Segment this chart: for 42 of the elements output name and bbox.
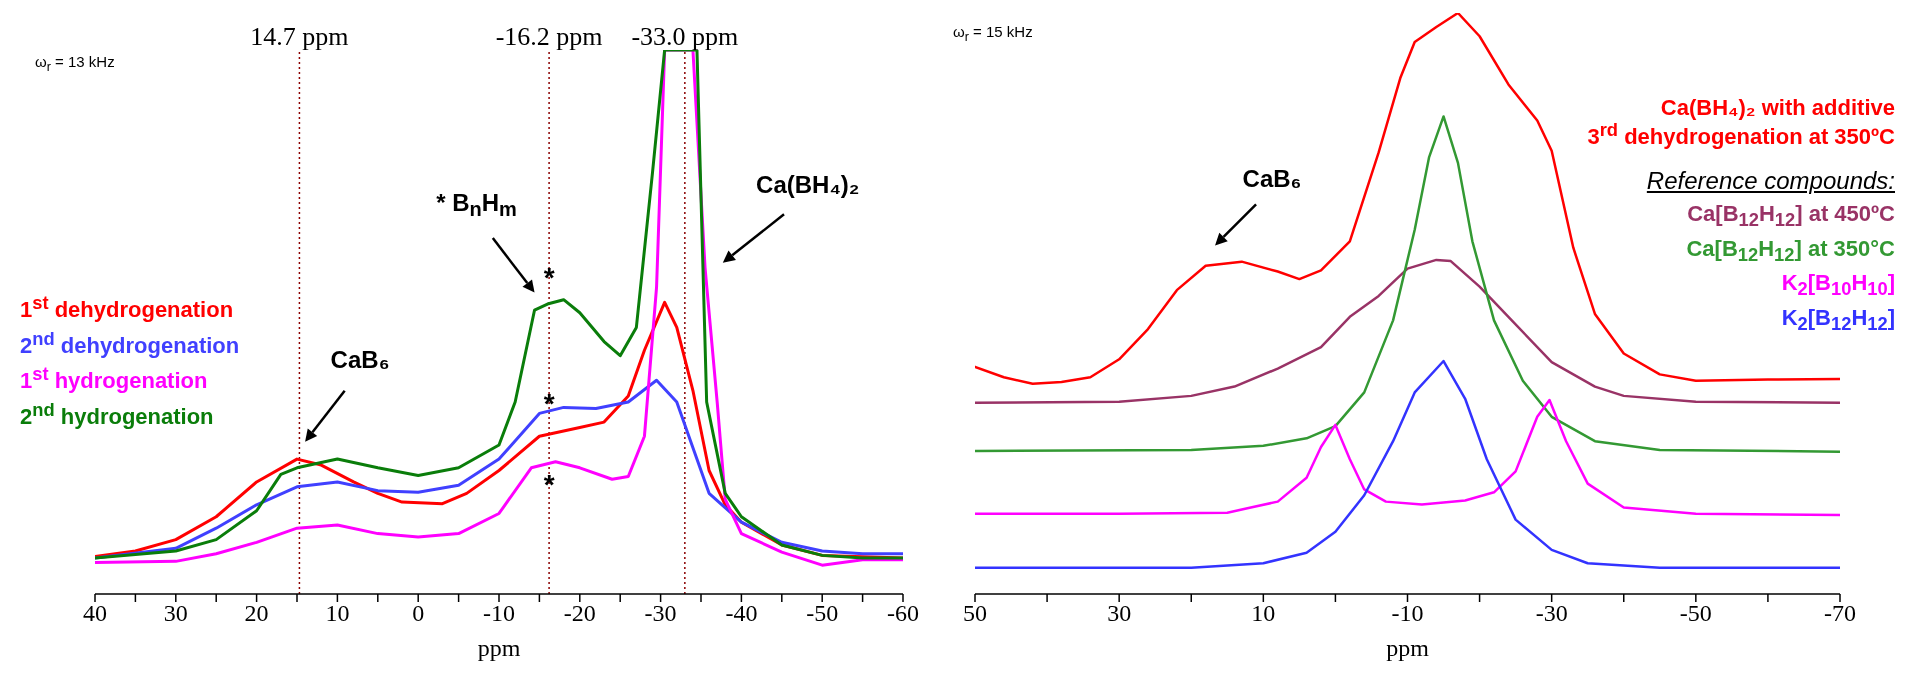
text: Ca[B$_{12}$H$_{12}$] at 350°C — [1685, 235, 1895, 266]
x-tick-label: -70 — [1824, 600, 1856, 627]
x-tick-label: -10 — [483, 600, 515, 627]
annotation: * B$_{n}$H$_{m}$ — [436, 188, 517, 222]
x-tick-label: 30 — [1107, 600, 1132, 627]
annotation: CaB₆ — [1242, 165, 1302, 194]
x-tick-label: -30 — [1535, 600, 1568, 627]
x-axis-title: ppm — [477, 635, 521, 661]
annotation: ω$_{r}$ = 13 kHz — [35, 53, 115, 74]
x-tick-label: -30 — [644, 600, 677, 627]
text: 1$^{st}$ dehydrogenation — [20, 292, 235, 323]
text: K$_{2}$[B$_{10}$H$_{10}$] — [1780, 270, 1895, 300]
text: 2$^{nd}$ dehydrogenation — [20, 327, 240, 359]
x-tick-label: 0 — [412, 600, 425, 627]
x-tick-label: -20 — [563, 600, 596, 627]
text: K$_{2}$[B$_{12}$H$_{12}$] — [1780, 304, 1895, 335]
text: 1$^{st}$ hydrogenation — [20, 363, 209, 394]
text: 2$^{nd}$ hydrogenation — [20, 398, 215, 430]
ref-line-label: -16.2 ppm — [495, 22, 603, 51]
x-tick-label: 10 — [325, 600, 350, 627]
x-tick-label: -40 — [725, 600, 758, 627]
annotation: * — [543, 387, 555, 420]
x-tick-label: -50 — [1679, 600, 1712, 627]
x-tick-label: -50 — [806, 600, 839, 627]
x-tick-label: 50 — [963, 600, 987, 627]
text: Ca[B$_{12}$H$_{12}$] at 450ºC — [1686, 201, 1895, 231]
annotation: Reference compounds: — [1645, 166, 1895, 195]
ref-line-label: 14.7 ppm — [250, 22, 349, 51]
x-tick-label: 30 — [163, 600, 188, 627]
x-tick-label: 20 — [244, 600, 269, 627]
text: Ca(BH₄)₂ with additive 3$^{rd}$ dehydrogenation at 350ºC — [1587, 95, 1895, 150]
x-axis-title: ppm — [1386, 635, 1430, 661]
annotation: ω$_{r}$ = 15 kHz — [953, 23, 1033, 44]
x-tick-label: -10 — [1391, 600, 1424, 627]
ref-line-label: -33.0 ppm — [631, 22, 739, 51]
annotation: Ca(BH₄)₂ — [756, 170, 860, 199]
annotation: CaB₆ — [330, 345, 390, 374]
x-tick-label: -60 — [887, 600, 919, 627]
annotation: * — [543, 262, 555, 295]
x-tick-label: 10 — [1251, 600, 1276, 627]
x-tick-label: 40 — [83, 600, 107, 627]
annotation: * — [543, 469, 555, 502]
